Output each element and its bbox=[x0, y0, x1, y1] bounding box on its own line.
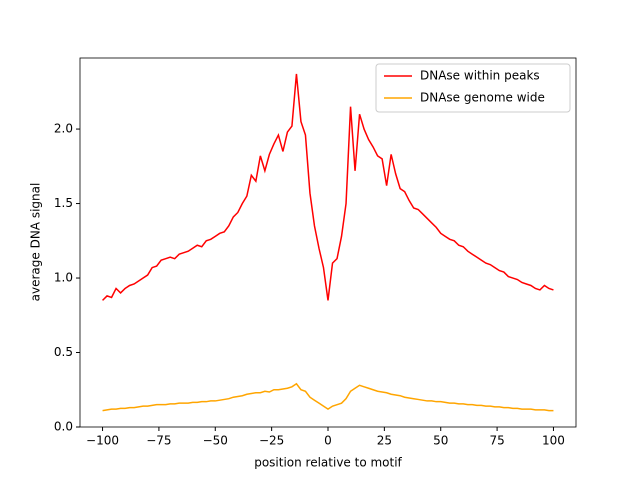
x-tick-label: −100 bbox=[86, 434, 119, 448]
x-tick-label: 25 bbox=[377, 434, 392, 448]
legend-label: DNAse within peaks bbox=[420, 69, 540, 83]
x-tick-label: −50 bbox=[203, 434, 228, 448]
x-tick-label: −25 bbox=[259, 434, 284, 448]
y-tick-label: 1.0 bbox=[54, 271, 73, 285]
y-tick-label: 2.0 bbox=[54, 122, 73, 136]
y-axis-label: average DNA signal bbox=[29, 183, 43, 302]
legend-label: DNAse genome wide bbox=[420, 91, 545, 105]
line-series bbox=[102, 382, 554, 412]
y-tick-label: 1.5 bbox=[54, 196, 73, 210]
y-tick-label: 0.0 bbox=[54, 420, 73, 434]
x-tick-label: 75 bbox=[489, 434, 504, 448]
x-axis-label: position relative to motif bbox=[254, 456, 402, 470]
x-tick-label: −75 bbox=[146, 434, 171, 448]
x-tick-label: 100 bbox=[542, 434, 565, 448]
line-series bbox=[102, 73, 554, 301]
y-tick-label: 0.5 bbox=[54, 345, 73, 359]
axes-frame bbox=[79, 57, 577, 428]
x-tick-label: 0 bbox=[324, 434, 332, 448]
x-tick-label: 50 bbox=[433, 434, 448, 448]
legend-box bbox=[375, 63, 571, 113]
